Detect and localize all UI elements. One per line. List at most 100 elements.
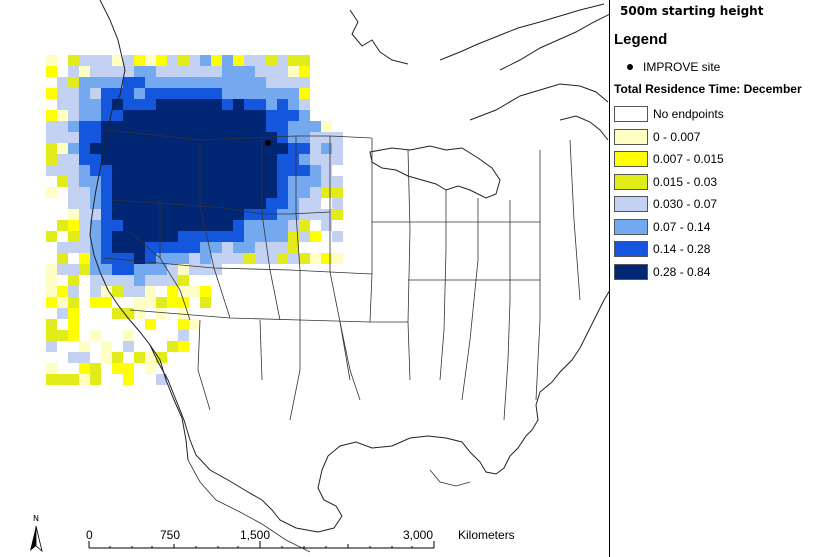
residence-cell xyxy=(266,88,277,99)
residence-cell xyxy=(299,253,310,264)
residence-cell xyxy=(145,88,156,99)
residence-cell xyxy=(57,242,68,253)
residence-cell xyxy=(266,220,277,231)
residence-cell xyxy=(211,154,222,165)
residence-cell xyxy=(178,341,189,352)
residence-cell xyxy=(310,198,321,209)
residence-cell xyxy=(233,165,244,176)
residence-cell xyxy=(123,264,134,275)
improve-site-marker[interactable] xyxy=(265,140,271,146)
residence-cell xyxy=(79,363,90,374)
map-frame[interactable]: N 0 750 1,500 3, xyxy=(0,0,610,557)
residence-cell xyxy=(156,374,167,385)
residence-cell xyxy=(255,198,266,209)
residence-cell xyxy=(321,121,332,132)
residence-cell xyxy=(112,198,123,209)
residence-cell xyxy=(68,165,79,176)
residence-cell xyxy=(134,143,145,154)
residence-cell xyxy=(112,231,123,242)
residence-cell xyxy=(332,253,343,264)
residence-cell xyxy=(189,121,200,132)
residence-cell xyxy=(189,220,200,231)
residence-cell xyxy=(211,143,222,154)
residence-cell xyxy=(101,154,112,165)
residence-cell xyxy=(266,143,277,154)
residence-cell xyxy=(145,154,156,165)
residence-cell xyxy=(211,264,222,275)
residence-cell xyxy=(299,55,310,66)
residence-cell xyxy=(145,352,156,363)
residence-cell xyxy=(222,154,233,165)
residence-cell xyxy=(200,143,211,154)
residence-cell xyxy=(123,308,134,319)
residence-cell xyxy=(90,209,101,220)
residence-cell xyxy=(90,132,101,143)
residence-cell xyxy=(79,231,90,242)
residence-cell xyxy=(112,88,123,99)
residence-cell xyxy=(112,143,123,154)
residence-cell xyxy=(321,165,332,176)
residence-cell xyxy=(68,121,79,132)
residence-cell xyxy=(101,77,112,88)
residence-cell xyxy=(266,110,277,121)
residence-cell xyxy=(332,187,343,198)
legend-class-row: 0.14 - 0.28 xyxy=(614,238,724,261)
residence-cell xyxy=(189,242,200,253)
coastline-outline xyxy=(89,0,609,533)
scale-tick-1500: 1,500 xyxy=(240,528,270,542)
residence-cell xyxy=(101,341,112,352)
residence-cell xyxy=(156,66,167,77)
residence-cell xyxy=(46,319,57,330)
residence-cell xyxy=(277,143,288,154)
residence-cell xyxy=(189,264,200,275)
legend-swatch xyxy=(614,128,648,145)
residence-cell xyxy=(167,220,178,231)
residence-cell xyxy=(145,110,156,121)
residence-cell xyxy=(79,209,90,220)
residence-cell xyxy=(101,121,112,132)
residence-cell xyxy=(57,110,68,121)
residence-cell xyxy=(200,198,211,209)
residence-cell xyxy=(222,187,233,198)
residence-cell xyxy=(156,88,167,99)
residence-cell xyxy=(211,88,222,99)
residence-cell xyxy=(145,264,156,275)
residence-cell xyxy=(255,110,266,121)
residence-cell xyxy=(189,231,200,242)
residence-cell xyxy=(46,374,57,385)
residence-cell xyxy=(79,77,90,88)
residence-cell xyxy=(244,99,255,110)
residence-cell xyxy=(79,253,90,264)
legend-class-label: 0.015 - 0.03 xyxy=(653,174,718,189)
residence-cell xyxy=(277,209,288,220)
residence-cell xyxy=(222,121,233,132)
residence-cell xyxy=(211,66,222,77)
residence-cell xyxy=(68,231,79,242)
residence-cell xyxy=(101,143,112,154)
residence-cell xyxy=(46,165,57,176)
residence-cell xyxy=(310,187,321,198)
residence-cell xyxy=(211,99,222,110)
residence-cell xyxy=(266,176,277,187)
residence-cell xyxy=(68,242,79,253)
residence-cell xyxy=(277,132,288,143)
residence-cell xyxy=(145,187,156,198)
map-canvas[interactable]: N 0 750 1,500 3, xyxy=(0,0,610,557)
residence-cell xyxy=(189,132,200,143)
residence-cell xyxy=(112,275,123,286)
residence-cell xyxy=(189,286,200,297)
residence-cell xyxy=(277,198,288,209)
legend-swatch xyxy=(614,173,648,190)
residence-cell xyxy=(68,220,79,231)
residence-cell xyxy=(79,55,90,66)
residence-cell xyxy=(200,242,211,253)
residence-cell xyxy=(90,165,101,176)
residence-cell xyxy=(321,253,332,264)
residence-cell xyxy=(101,209,112,220)
residence-cell xyxy=(266,77,277,88)
residence-cell xyxy=(156,77,167,88)
residence-cell xyxy=(68,154,79,165)
residence-cell xyxy=(255,66,266,77)
residence-cell xyxy=(68,99,79,110)
residence-cell xyxy=(156,187,167,198)
